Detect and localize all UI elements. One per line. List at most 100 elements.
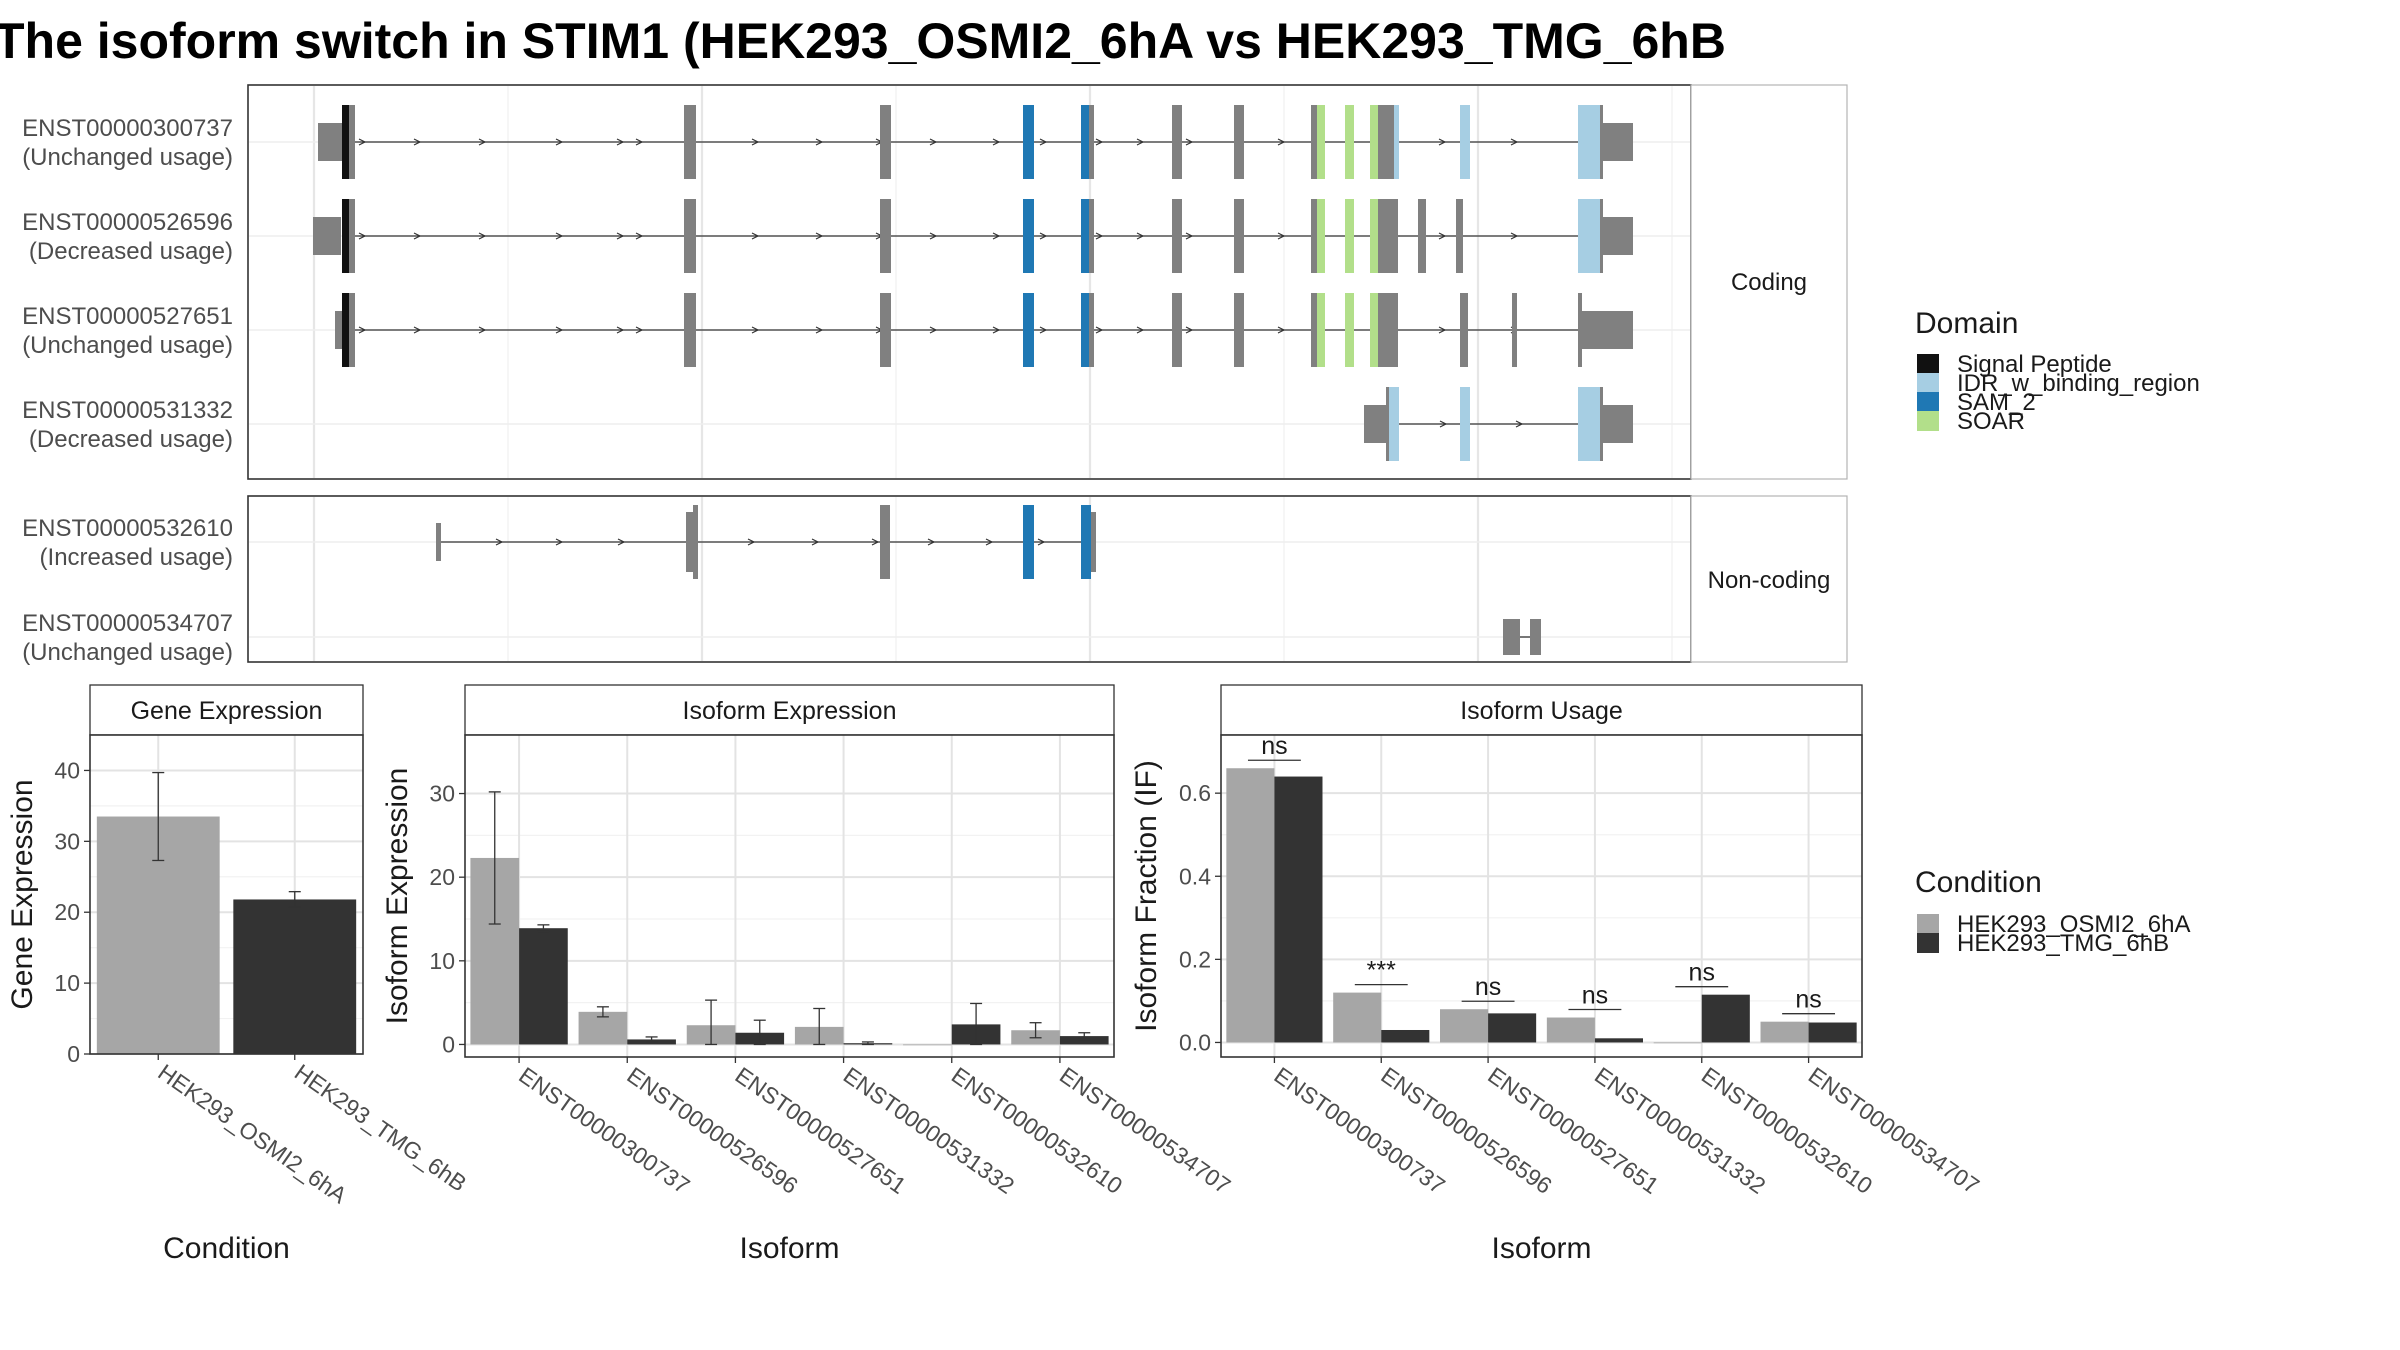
plot-title: The isoform switch in STIM1 (HEK293_OSMI… [0, 13, 1726, 69]
direction-arrow [555, 138, 564, 146]
exon [880, 105, 891, 179]
legend-label: HEK293_TMG_6hB [1957, 930, 2169, 957]
direction-arrow [1277, 138, 1286, 146]
exon [349, 293, 355, 367]
track-usage-label: (Unchanged usage) [22, 144, 233, 171]
legend-label: IDR_w_binding_region [1957, 370, 2200, 397]
panel-title: Isoform Usage [1460, 697, 1623, 725]
exon [1234, 199, 1244, 273]
panel-strip [464, 684, 1115, 736]
exon [1378, 293, 1382, 367]
direction-arrow [635, 138, 644, 146]
track-id-label: ENST00000526596 [22, 209, 233, 236]
direction-arrow [478, 232, 487, 240]
exon [1382, 105, 1394, 179]
x-axis-title: Isoform [1491, 1232, 1591, 1265]
utr [313, 217, 341, 255]
coding-facet-strip [1690, 84, 1848, 480]
direction-arrow [413, 232, 422, 240]
legend-key [1917, 354, 1939, 374]
bar [903, 1044, 952, 1046]
bar [1760, 1021, 1809, 1043]
y-axis-title: Gene Expression [6, 779, 39, 1009]
track-id-label: ENST00000531332 [22, 397, 233, 424]
direction-arrow [1510, 138, 1519, 146]
exon [1456, 199, 1463, 273]
direction-arrow [1136, 138, 1145, 146]
legend-key [1917, 392, 1939, 412]
idr-domain [1394, 105, 1399, 179]
x-tick-label: ENST00000532610 [1697, 1062, 1877, 1199]
exon [1311, 293, 1317, 367]
direction-arrow [1095, 326, 1104, 334]
direction-arrow [1510, 232, 1519, 240]
facet-label-noncoding: Non-coding [1708, 567, 1831, 594]
sam2-domain [1023, 105, 1034, 179]
exon [1530, 619, 1541, 655]
coding-panel [247, 84, 1692, 480]
direction-arrow [358, 326, 367, 334]
soar-domain [1317, 199, 1325, 273]
exon [684, 199, 696, 273]
sam2-domain [1081, 293, 1089, 367]
exon [1378, 105, 1382, 179]
domain-legend: Domain Signal PeptideIDR_w_binding_regio… [1915, 307, 2200, 435]
soar-domain [1370, 105, 1378, 179]
facet-label-coding: Coding [1731, 269, 1807, 296]
transcript-structure-panel: Coding Non-coding ENST00000300737(Unchan… [22, 84, 1848, 666]
direction-arrow [495, 538, 504, 546]
direction-arrow [927, 538, 936, 546]
direction-arrow [1136, 232, 1145, 240]
direction-arrow [815, 232, 824, 240]
direction-arrow [992, 232, 1001, 240]
direction-arrow [617, 538, 626, 546]
y-axis-title: Isoform Fraction (IF) [1130, 760, 1163, 1032]
idr-domain [1389, 387, 1399, 461]
condition-legend-title: Condition [1915, 866, 2042, 899]
bar [1546, 1017, 1595, 1043]
direction-arrow [1136, 326, 1145, 334]
exon [1311, 199, 1317, 273]
direction-arrow [616, 138, 625, 146]
exon [880, 505, 890, 579]
sam2-domain [1023, 293, 1034, 367]
exon [1172, 199, 1182, 273]
isoform-expression-chart: Isoform Expression0102030ENST00000300737… [381, 684, 1235, 1265]
direction-arrow [1039, 232, 1048, 240]
direction-arrow [358, 232, 367, 240]
direction-arrow [358, 138, 367, 146]
direction-arrow [478, 138, 487, 146]
bar [1594, 1038, 1643, 1043]
soar-domain [1345, 199, 1354, 273]
utr [318, 123, 342, 161]
y-tick-label: 0 [67, 1041, 80, 1067]
direction-arrow [929, 232, 938, 240]
sam2-domain [1081, 505, 1091, 579]
idr-domain [1578, 199, 1600, 273]
idr-domain [1578, 387, 1600, 461]
bar [1333, 992, 1382, 1043]
soar-domain [1370, 293, 1378, 367]
soar-domain [1317, 105, 1325, 179]
utr [1582, 311, 1633, 349]
y-tick-label: 0.6 [1179, 780, 1211, 806]
exon [349, 105, 355, 179]
idr-domain [1578, 105, 1600, 179]
exon [1382, 293, 1398, 367]
exon [1378, 199, 1382, 273]
track-usage-label: (Unchanged usage) [22, 332, 233, 359]
direction-arrow [929, 326, 938, 334]
significance-label: *** [1367, 957, 1396, 985]
direction-arrow [992, 326, 1001, 334]
direction-arrow [751, 138, 760, 146]
bar [519, 928, 568, 1045]
panel-strip [1220, 684, 1863, 736]
direction-arrow [555, 326, 564, 334]
significance-label: ns [1261, 732, 1287, 760]
track-id-label: ENST00000527651 [22, 303, 233, 330]
direction-arrow [815, 326, 824, 334]
direction-arrow [1185, 232, 1194, 240]
signal-peptide-domain [342, 105, 349, 179]
track-usage-label: (Decreased usage) [29, 238, 233, 265]
